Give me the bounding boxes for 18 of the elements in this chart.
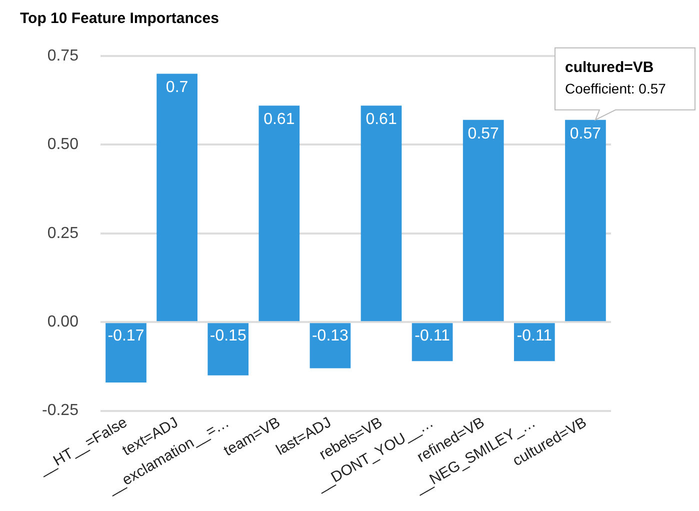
data-label: -0.11	[516, 328, 552, 345]
data-label: -0.11	[414, 328, 450, 345]
data-label: 0.61	[366, 111, 397, 128]
data-label: -0.17	[108, 328, 144, 345]
y-tick-label: 0.75	[47, 47, 79, 64]
y-tick-label: 0.25	[47, 224, 79, 242]
data-label: 0.57	[468, 125, 500, 142]
y-tick-label: -0.25	[42, 402, 79, 420]
y-tick-label: 0.50	[47, 136, 79, 154]
data-label: 0.61	[264, 111, 295, 128]
annotation: cultured=VB	[565, 59, 654, 76]
data-label: 0.57	[570, 125, 602, 142]
data-label: -0.15	[210, 328, 246, 345]
data-label: -0.13	[312, 328, 349, 345]
data-label: 0.7	[166, 79, 188, 96]
y-tick-label: 0.00	[47, 314, 79, 331]
annotation: Coefficient: 0.57	[565, 80, 666, 97]
chart-title: Top 10 Feature Importances	[20, 10, 219, 28]
